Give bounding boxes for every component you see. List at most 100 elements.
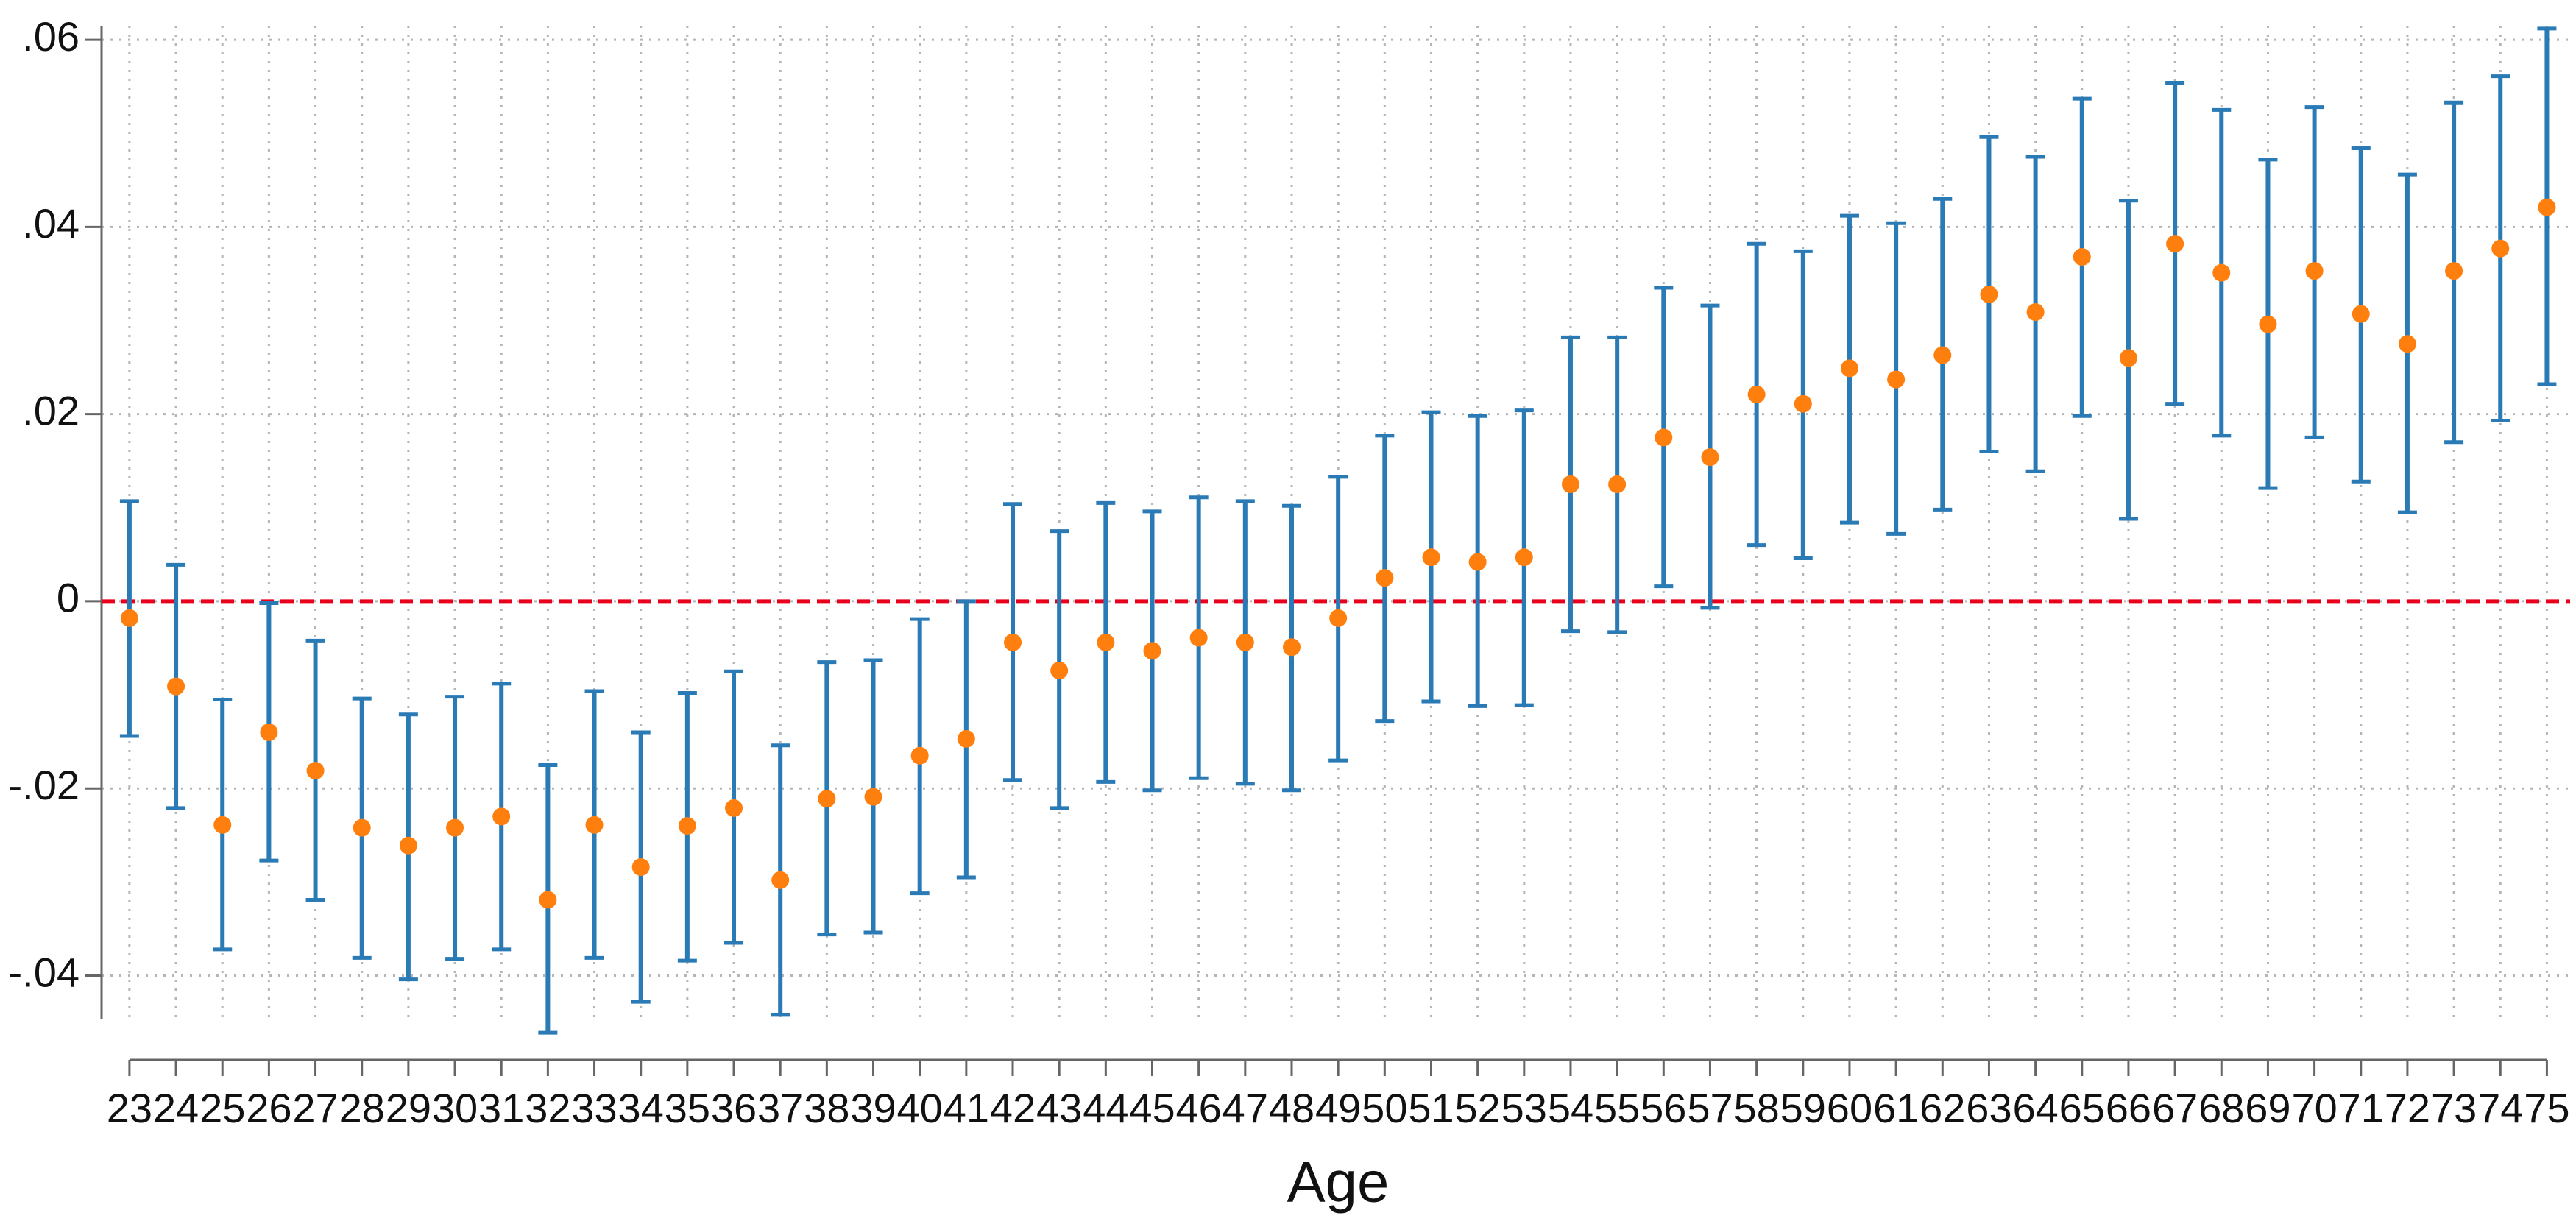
x-tick-label: 24 (153, 1085, 199, 1131)
point (1376, 569, 1394, 587)
point (1236, 633, 1254, 651)
x-tick-label: 70 (2291, 1085, 2337, 1131)
x-tick-label: 59 (1780, 1085, 1826, 1131)
x-tick-label: 58 (1733, 1085, 1779, 1131)
x-tick-label: 64 (2012, 1085, 2058, 1131)
point (1794, 395, 1812, 413)
x-tick-label: 44 (1083, 1085, 1128, 1131)
x-tick-label: 32 (525, 1085, 570, 1131)
x-tick-label: 46 (1176, 1085, 1222, 1131)
x-tick-label: 50 (1362, 1085, 1407, 1131)
x-tick-label: 52 (1455, 1085, 1501, 1131)
x-tick-label: 72 (2385, 1085, 2430, 1131)
point (1329, 609, 1348, 627)
point (771, 871, 790, 889)
point (2538, 198, 2556, 216)
point (1050, 662, 1069, 680)
point (1608, 475, 1627, 494)
point (2212, 263, 2231, 282)
y-tick-label: .02 (22, 387, 79, 434)
point (446, 818, 464, 837)
x-tick-label: 51 (1408, 1085, 1454, 1131)
x-tick-label: 28 (339, 1085, 385, 1131)
x-tick-label: 74 (2477, 1085, 2523, 1131)
y-tick-label: .06 (22, 13, 79, 60)
point (2305, 262, 2324, 280)
point (213, 816, 232, 834)
y-tick-label: .04 (22, 200, 79, 247)
x-tick-label: 53 (1501, 1085, 1547, 1131)
x-tick-label: 37 (757, 1085, 803, 1131)
point (725, 799, 743, 817)
x-tick-label: 26 (246, 1085, 291, 1131)
point (306, 762, 325, 780)
y-tick-label: -.02 (9, 762, 80, 808)
x-tick-label: 67 (2152, 1085, 2198, 1131)
point (1515, 548, 1533, 567)
y-tick-label: -.04 (9, 949, 80, 995)
x-tick-label: 39 (850, 1085, 896, 1131)
x-tick-label: 65 (2059, 1085, 2105, 1131)
y-tick-label: 0 (57, 575, 79, 621)
point (1980, 285, 1998, 303)
x-tick-label: 45 (1129, 1085, 1175, 1131)
x-axis-title: Age (1287, 1150, 1390, 1214)
x-tick-label: 68 (2198, 1085, 2244, 1131)
x-tick-label: 33 (571, 1085, 617, 1131)
point (1282, 638, 1301, 657)
point (1004, 633, 1022, 651)
x-tick-label: 61 (1873, 1085, 1919, 1131)
point (1189, 629, 1208, 647)
x-tick-label: 25 (199, 1085, 245, 1131)
point (864, 788, 882, 806)
point (399, 836, 417, 855)
point (2352, 305, 2370, 323)
x-tick-label: 42 (990, 1085, 1036, 1131)
x-tick-label: 38 (804, 1085, 849, 1131)
point (1887, 370, 1906, 389)
point (957, 729, 975, 748)
point (1097, 633, 1115, 651)
x-tick-label: 40 (897, 1085, 943, 1131)
x-tick-label: 49 (1315, 1085, 1361, 1131)
point (2166, 235, 2184, 253)
x-tick-label: 43 (1036, 1085, 1082, 1131)
point (1422, 548, 1440, 567)
point (2026, 303, 2045, 322)
x-tick-label: 29 (386, 1085, 431, 1131)
x-tick-label: 48 (1269, 1085, 1314, 1131)
x-tick-label: 23 (107, 1085, 152, 1131)
x-tick-label: 36 (711, 1085, 757, 1131)
x-tick-label: 41 (944, 1085, 989, 1131)
point (2259, 315, 2277, 333)
x-tick-label: 71 (2338, 1085, 2384, 1131)
x-tick-label: 57 (1687, 1085, 1733, 1131)
x-tick-label: 30 (432, 1085, 478, 1131)
x-tick-label: 56 (1641, 1085, 1686, 1131)
point (492, 807, 511, 826)
point (1561, 475, 1579, 494)
point (2073, 248, 2091, 266)
point (910, 746, 929, 765)
point (2119, 349, 2137, 367)
x-tick-label: 73 (2431, 1085, 2477, 1131)
point (1840, 359, 1858, 378)
point (1655, 428, 1673, 447)
point (1468, 553, 1487, 571)
x-tick-label: 35 (665, 1085, 710, 1131)
point (1701, 448, 1719, 467)
x-tick-label: 34 (618, 1085, 664, 1131)
point (539, 891, 557, 909)
x-tick-label: 47 (1222, 1085, 1268, 1131)
x-tick-label: 63 (1966, 1085, 2011, 1131)
x-tick-label: 54 (1548, 1085, 1593, 1131)
point (678, 817, 696, 835)
x-tick-label: 69 (2245, 1085, 2290, 1131)
x-tick-label: 75 (2524, 1085, 2569, 1131)
point (818, 790, 836, 808)
point (631, 858, 650, 877)
point (2491, 239, 2510, 258)
point (1143, 642, 1161, 660)
point (1747, 385, 1766, 403)
